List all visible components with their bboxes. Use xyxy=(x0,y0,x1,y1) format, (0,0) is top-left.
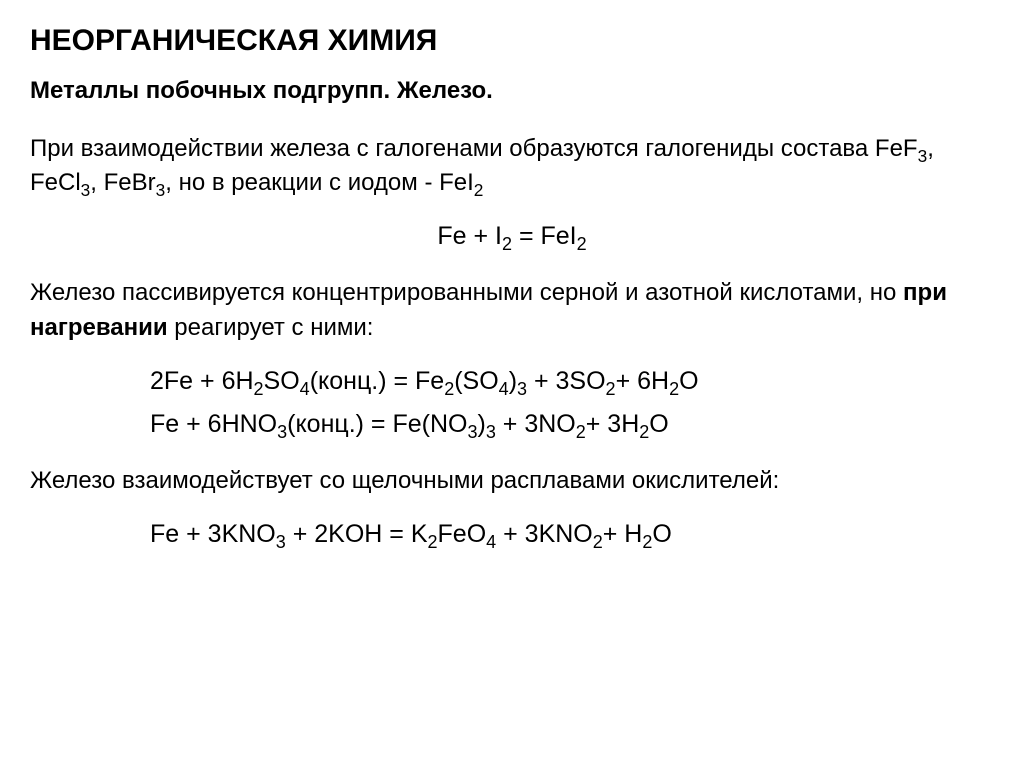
sub: 3 xyxy=(517,379,527,399)
text: + H xyxy=(603,520,643,548)
sub: 2 xyxy=(606,379,616,399)
text: ) xyxy=(478,410,486,438)
text: (конц.) = Fe(NO xyxy=(287,410,467,438)
sub: 3 xyxy=(276,532,286,552)
text: , но в реакции с иодом - FeI xyxy=(165,169,474,196)
sub: 4 xyxy=(499,379,509,399)
text: + 3NO xyxy=(496,410,576,438)
equation-3: Fe + 6HNO3(конц.) = Fe(NO3)3 + 3NO2+ 3H2… xyxy=(30,407,994,442)
paragraph-1: При взаимодействии железа с галогенами о… xyxy=(30,132,994,202)
sub: 3 xyxy=(156,180,166,200)
text: (SO xyxy=(454,367,498,395)
sub: 2 xyxy=(669,379,679,399)
sub: 4 xyxy=(300,379,310,399)
sub: 2 xyxy=(639,422,649,442)
sub: 3 xyxy=(81,180,91,200)
sub: 2 xyxy=(642,532,652,552)
text: (конц.) = Fe xyxy=(310,367,445,395)
text: 2Fe + 6H xyxy=(150,367,254,395)
text: Железо пассивируется концентрированными … xyxy=(30,279,903,306)
sub: 3 xyxy=(277,422,287,442)
sub: 2 xyxy=(444,379,454,399)
text: ) xyxy=(509,367,517,395)
equation-2: 2Fe + 6H2SO4(конц.) = Fe2(SO4)3 + 3SO2+ … xyxy=(30,364,994,399)
text: Fe + 3KNO xyxy=(150,520,276,548)
paragraph-2: Железо пассивируется концентрированными … xyxy=(30,276,994,346)
text: При взаимодействии железа с галогенами о… xyxy=(30,135,918,162)
text: + 3KNO xyxy=(496,520,593,548)
text: SO xyxy=(264,367,300,395)
equation-1: Fe + I2 = FeI2 xyxy=(30,219,994,254)
sub: 2 xyxy=(593,532,603,552)
text: реагирует с ними: xyxy=(168,314,374,341)
sub: 2 xyxy=(502,234,512,254)
text: Fe + I xyxy=(437,222,502,250)
text: O xyxy=(679,367,698,395)
sub: 3 xyxy=(918,145,928,165)
sub: 2 xyxy=(428,532,438,552)
text: + 6H xyxy=(616,367,670,395)
page-title: НЕОРГАНИЧЕСКАЯ ХИМИЯ xyxy=(30,20,994,62)
text: + 3H xyxy=(586,410,640,438)
text: O xyxy=(649,410,668,438)
text: Fe + 6HNO xyxy=(150,410,277,438)
sub: 3 xyxy=(467,422,477,442)
sub: 2 xyxy=(576,422,586,442)
paragraph-3: Железо взаимодействует со щелочными расп… xyxy=(30,464,994,499)
text: + 3SO xyxy=(527,367,606,395)
page-subtitle: Металлы побочных подгрупп. Железо. xyxy=(30,74,994,108)
text: , FeBr xyxy=(90,169,155,196)
sub: 2 xyxy=(254,379,264,399)
sub: 4 xyxy=(486,532,496,552)
sub: 3 xyxy=(486,422,496,442)
text: = FeI xyxy=(512,222,577,250)
text: O xyxy=(652,520,671,548)
sub: 2 xyxy=(474,180,484,200)
text: FeO xyxy=(438,520,487,548)
sub: 2 xyxy=(577,234,587,254)
text: + 2KOH = K xyxy=(286,520,428,548)
equation-4: Fe + 3KNO3 + 2KOH = K2FeO4 + 3KNO2+ H2O xyxy=(30,517,994,552)
